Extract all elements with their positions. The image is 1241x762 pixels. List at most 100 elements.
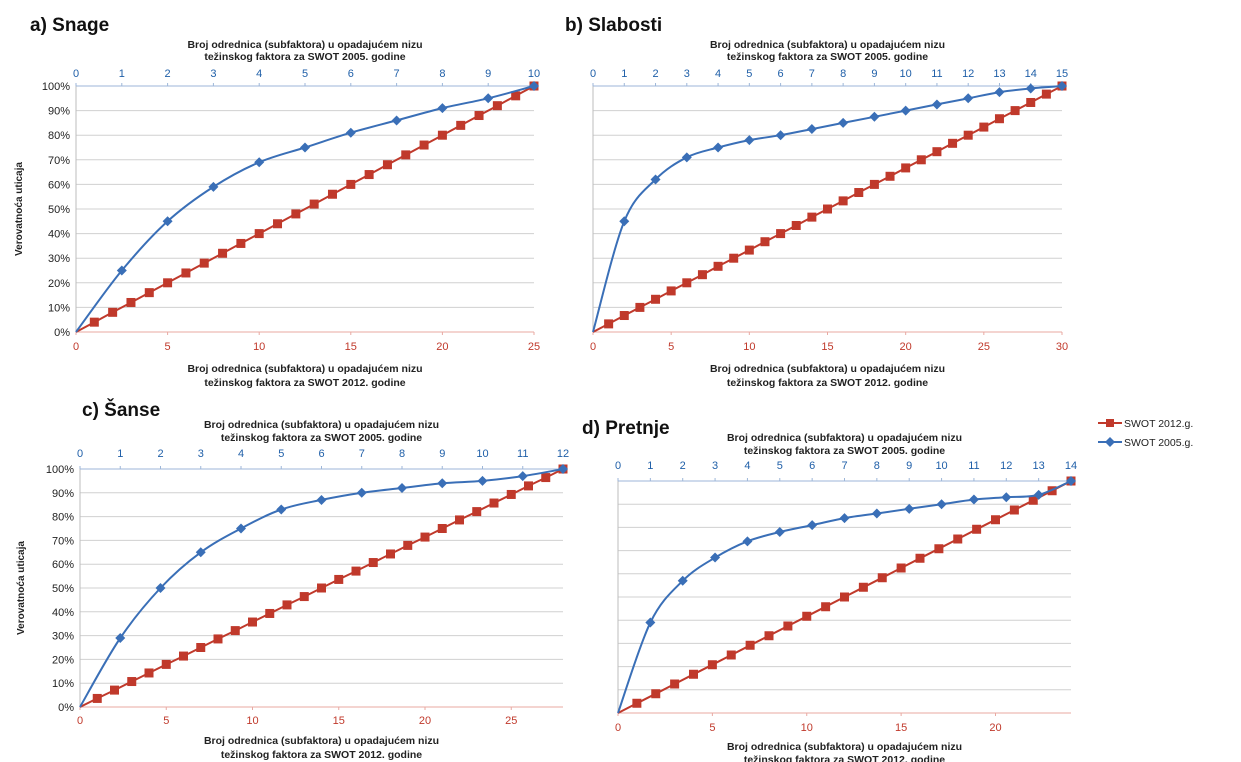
chart-title: a) Snage (30, 15, 109, 36)
top-tick-label: 4 (256, 68, 262, 80)
y-tick-label: 80% (48, 130, 70, 142)
data-point-swot-2012 (364, 170, 374, 180)
top-tick-label: 12 (557, 448, 569, 460)
top-tick-label: 7 (841, 460, 847, 472)
data-point-swot-2005 (529, 81, 539, 91)
data-point-swot-2012 (541, 473, 551, 483)
data-point-swot-2012 (802, 611, 812, 621)
data-point-swot-2005 (345, 127, 356, 138)
data-point-swot-2005 (931, 99, 942, 110)
data-point-swot-2012 (744, 245, 754, 255)
data-point-swot-2012 (1010, 106, 1020, 116)
chart-panel-4: 0 1 2 3 4 5 6 7 8 9 10 11 12 13 140 5 10 15 20d) Pretnje Br… (582, 418, 1077, 762)
top-tick-label: 12 (1000, 460, 1012, 472)
data-point-swot-2005 (276, 504, 287, 515)
data-point-swot-2012 (179, 651, 188, 661)
top-axis-title-line1: Broj odrednica (subfaktora) u opadajućem… (727, 432, 962, 444)
data-point-swot-2012 (869, 179, 879, 189)
top-tick-label: 2 (652, 68, 658, 80)
data-point-swot-2012 (896, 563, 906, 573)
top-axis-title-line2: težinskog faktora za SWOT 2005. godine (744, 445, 945, 457)
top-tick-label: 15 (1056, 68, 1068, 80)
data-point-swot-2012 (474, 111, 484, 121)
data-point-swot-2012 (291, 209, 301, 219)
data-point-swot-2005 (710, 552, 721, 563)
data-point-swot-2012 (472, 507, 482, 517)
bottom-tick-label: 0 (77, 715, 83, 727)
data-point-swot-2012 (1041, 89, 1051, 99)
data-point-swot-2005 (1057, 81, 1067, 91)
data-point-swot-2005 (195, 547, 206, 558)
data-point-swot-2005 (839, 513, 850, 524)
top-tick-label: 8 (840, 68, 846, 80)
top-tick-label: 0 (590, 68, 596, 80)
y-tick-label: 60% (52, 559, 74, 571)
top-tick-label: 1 (119, 68, 125, 80)
data-point-swot-2005 (477, 475, 488, 486)
data-point-swot-2012 (92, 693, 102, 703)
data-point-swot-2012 (840, 592, 849, 602)
bottom-tick-label: 5 (668, 341, 674, 353)
y-tick-label: 30% (52, 631, 74, 643)
data-point-swot-2012 (403, 540, 413, 550)
y-tick-label: 50% (48, 204, 70, 216)
data-point-swot-2012 (511, 91, 521, 101)
bottom-tick-label: 20 (900, 341, 912, 353)
y-tick-label: 50% (52, 583, 74, 595)
data-point-swot-2012 (236, 238, 246, 248)
data-point-swot-2012 (791, 220, 801, 230)
data-point-swot-2012 (764, 631, 774, 641)
data-point-swot-2012 (979, 122, 989, 132)
bottom-tick-label: 0 (590, 341, 596, 353)
data-point-swot-2012 (437, 524, 447, 533)
y-tick-label: 80% (52, 512, 74, 524)
bottom-axis-title-line1: Broj odrednica (subfaktora) u opadajućem… (727, 741, 962, 753)
data-point-swot-2005 (963, 93, 974, 104)
top-tick-label: 0 (73, 68, 79, 80)
top-tick-label: 1 (647, 460, 653, 472)
data-point-swot-2012 (651, 689, 661, 699)
bottom-tick-label: 20 (419, 715, 431, 727)
data-point-swot-2012 (230, 626, 240, 636)
data-point-swot-2012 (760, 237, 770, 247)
data-point-swot-2005 (869, 111, 880, 122)
data-point-swot-2005 (116, 265, 127, 276)
data-point-swot-2012 (713, 261, 723, 271)
bottom-tick-label: 15 (821, 341, 833, 353)
bottom-tick-label: 0 (73, 341, 79, 353)
data-point-swot-2012 (299, 592, 309, 602)
chart-panel-3: 0% 10% 20% 30% 40% 50% 60% 70% 80% 90% 100% Verovat… (16, 399, 569, 761)
bottom-tick-label: 0 (615, 722, 621, 734)
y-tick-label: 20% (48, 278, 70, 290)
top-tick-label: 3 (198, 448, 204, 460)
data-point-swot-2012 (489, 498, 499, 508)
top-tick-label: 13 (993, 68, 1005, 80)
data-point-swot-2005 (1001, 492, 1012, 503)
top-tick-label: 9 (871, 68, 877, 80)
data-point-swot-2012 (670, 679, 680, 689)
top-tick-label: 11 (931, 68, 942, 80)
top-tick-label: 10 (900, 68, 912, 80)
y-tick-label: 100% (46, 464, 74, 476)
bottom-tick-label: 5 (709, 722, 715, 734)
bottom-axis-title-line1: Broj odrednica (subfaktora) u opadajućem… (204, 735, 439, 747)
top-axis-title-line2: težinskog faktora za SWOT 2005. godine (727, 51, 928, 63)
bottom-axis-title-line2: težinskog faktora za SWOT 2012. godine (727, 377, 928, 389)
top-axis-title-line2: težinskog faktora za SWOT 2005. godine (221, 432, 422, 444)
data-point-swot-2005 (713, 142, 724, 153)
data-point-swot-2012 (972, 524, 982, 534)
top-tick-label: 12 (962, 68, 974, 80)
data-point-swot-2005 (1033, 489, 1044, 500)
data-point-swot-2012 (524, 481, 533, 491)
y-tick-label: 70% (52, 535, 74, 547)
bottom-tick-label: 30 (1056, 341, 1068, 353)
top-tick-label: 0 (77, 448, 83, 460)
data-point-swot-2005 (356, 487, 367, 498)
y-axis-title: Verovatnoća uticaja (14, 162, 25, 256)
data-point-swot-2012 (161, 659, 171, 669)
y-axis-title: Verovatnoća uticaja (16, 541, 27, 635)
series-line-swot-2005 (592, 85, 1063, 333)
data-point-swot-2012 (885, 171, 895, 181)
data-point-swot-2005 (397, 483, 407, 494)
data-point-swot-2005 (558, 464, 568, 474)
